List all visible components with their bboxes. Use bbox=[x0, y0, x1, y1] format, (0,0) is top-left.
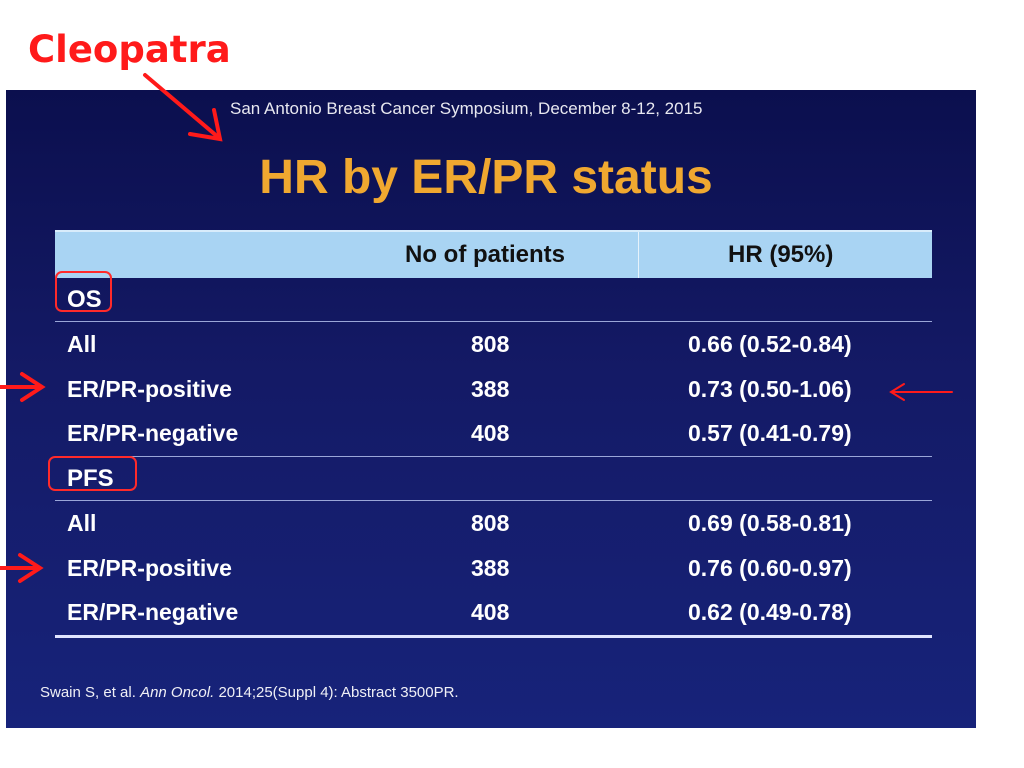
row-patients: 388 bbox=[471, 375, 510, 402]
header-hr: HR (95%) bbox=[728, 241, 834, 268]
row-patients: 808 bbox=[471, 510, 510, 537]
table-row: All 808 0.69 (0.58-0.81) bbox=[55, 501, 932, 546]
section-os: OS bbox=[55, 278, 932, 322]
row-hr: 0.62 (0.49-0.78) bbox=[688, 599, 852, 626]
citation-footnote: Swain S, et al. Ann Oncol. 2014;25(Suppl… bbox=[40, 683, 459, 703]
presentation-slide: San Antonio Breast Cancer Symposium, Dec… bbox=[6, 90, 976, 728]
table-row: ER/PR-positive 388 0.76 (0.60-0.97) bbox=[55, 546, 932, 591]
row-hr: 0.69 (0.58-0.81) bbox=[688, 510, 852, 537]
table-row: ER/PR-negative 408 0.62 (0.49-0.78) bbox=[55, 590, 932, 639]
row-patients: 808 bbox=[471, 331, 510, 357]
cleopatra-annotation-label: Cleopatra bbox=[28, 28, 231, 71]
section-label-os: OS bbox=[67, 286, 102, 313]
conference-header: San Antonio Breast Cancer Symposium, Dec… bbox=[230, 99, 703, 118]
row-patients: 388 bbox=[471, 554, 510, 581]
row-hr: 0.76 (0.60-0.97) bbox=[688, 554, 852, 581]
table-row: All 808 0.66 (0.52-0.84) bbox=[55, 322, 932, 367]
citation-authors: Swain S, et al. bbox=[40, 684, 141, 701]
section-label-pfs: PFS bbox=[67, 465, 114, 493]
table-row: ER/PR-positive 388 0.73 (0.50-1.06) bbox=[55, 367, 932, 412]
row-patients: 408 bbox=[471, 420, 510, 447]
header-divider bbox=[638, 232, 639, 278]
row-group: ER/PR-positive bbox=[67, 554, 232, 581]
row-group: All bbox=[67, 331, 97, 357]
row-group: All bbox=[67, 510, 97, 537]
row-hr: 0.73 (0.50-1.06) bbox=[688, 375, 852, 402]
row-hr: 0.66 (0.52-0.84) bbox=[688, 331, 852, 357]
row-group: ER/PR-negative bbox=[67, 420, 239, 447]
citation-rest: 2014;25(Suppl 4): Abstract 3500PR. bbox=[214, 684, 459, 701]
slide-title: HR by ER/PR status bbox=[259, 151, 713, 204]
table-row: ER/PR-negative 408 0.57 (0.41-0.79) bbox=[55, 411, 932, 458]
hr-table: No of patients HR (95%) OS All 808 0.66 … bbox=[55, 230, 932, 639]
header-patients: No of patients bbox=[405, 241, 565, 268]
row-patients: 408 bbox=[471, 599, 510, 626]
citation-journal: Ann Oncol. bbox=[140, 684, 215, 701]
section-pfs: PFS bbox=[55, 457, 932, 502]
row-group: ER/PR-negative bbox=[67, 599, 239, 626]
table-header: No of patients HR (95%) bbox=[55, 230, 932, 278]
row-group: ER/PR-positive bbox=[67, 375, 232, 402]
row-hr: 0.57 (0.41-0.79) bbox=[688, 420, 852, 447]
